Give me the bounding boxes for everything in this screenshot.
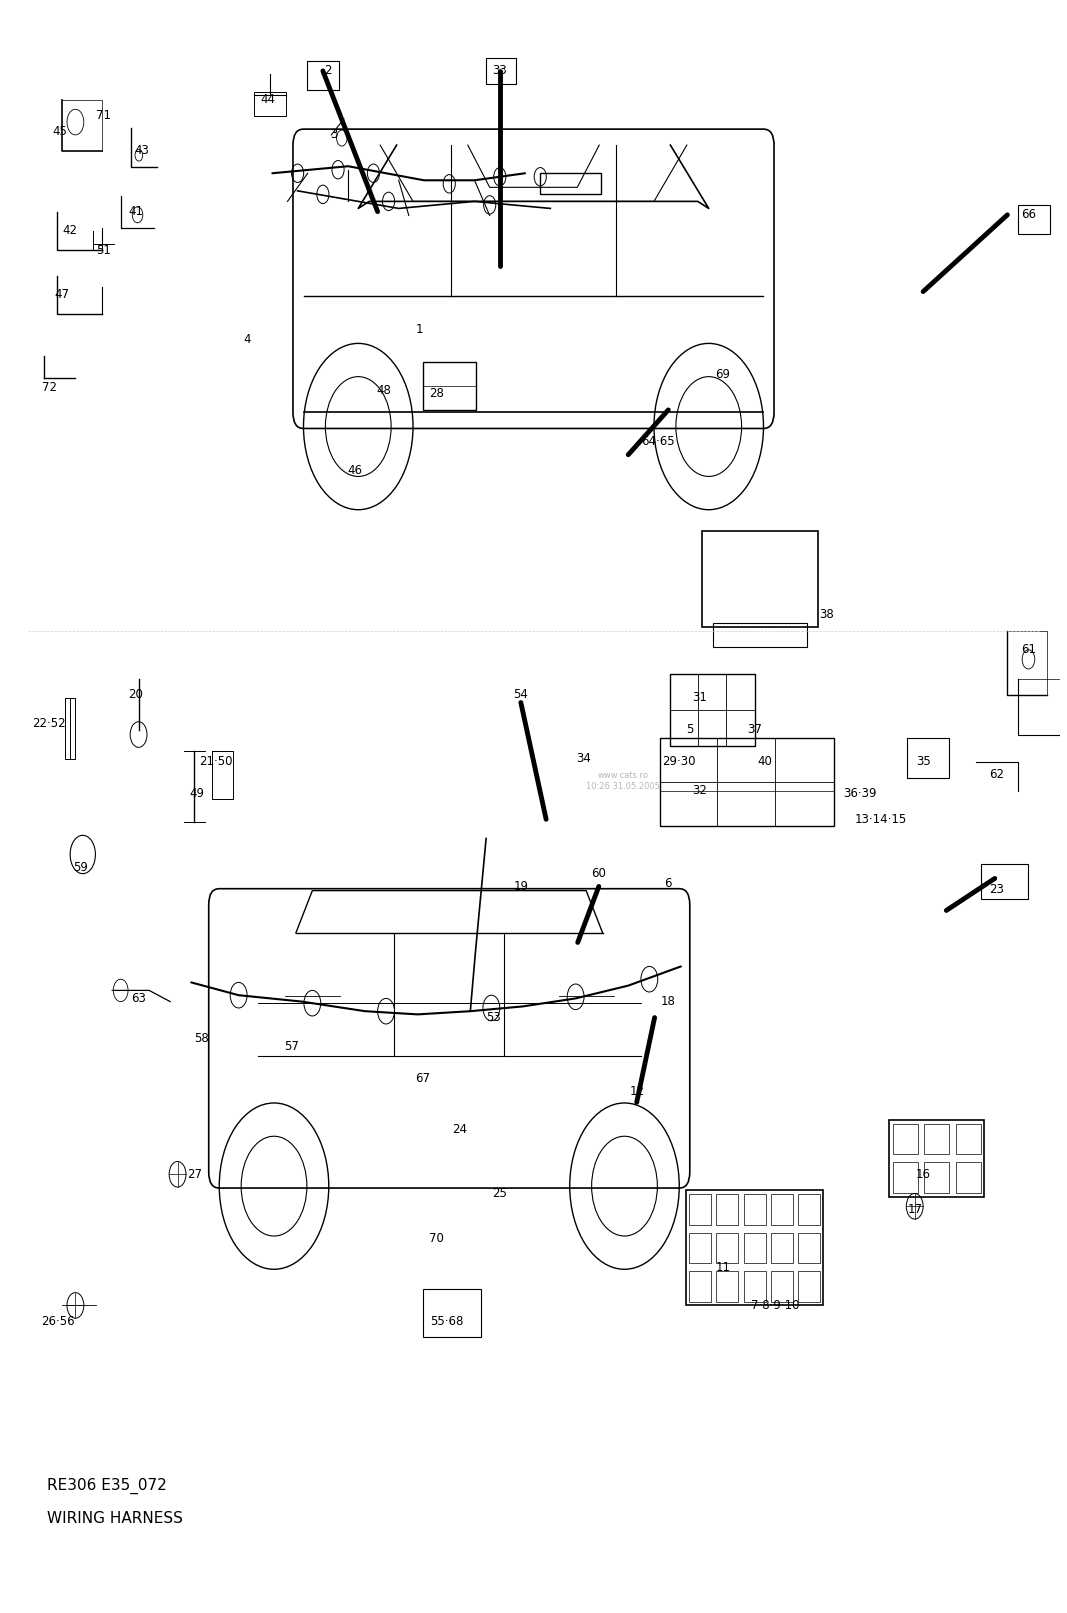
Text: 53: 53	[487, 1011, 500, 1024]
Bar	[744, 1271, 766, 1302]
Text: 46: 46	[347, 465, 362, 477]
Text: 61: 61	[1021, 644, 1036, 656]
Text: 2: 2	[324, 65, 332, 77]
Text: 60: 60	[591, 868, 606, 881]
Text: 57: 57	[284, 1040, 299, 1053]
Bar	[307, 61, 338, 90]
Text: 40: 40	[758, 755, 773, 768]
Text: 66: 66	[1021, 208, 1036, 221]
Text: RE306 E35_072: RE306 E35_072	[47, 1478, 166, 1494]
Bar	[716, 1232, 738, 1263]
Bar	[956, 1161, 981, 1194]
Text: 26·56: 26·56	[41, 1315, 75, 1327]
Bar	[956, 1124, 981, 1155]
Bar	[487, 58, 515, 84]
Bar	[686, 1190, 823, 1305]
Text: 24: 24	[452, 1123, 467, 1136]
Bar	[1018, 205, 1050, 234]
Text: 45: 45	[52, 126, 67, 139]
Text: 11: 11	[716, 1260, 731, 1274]
Bar	[798, 1232, 821, 1263]
Bar	[893, 1124, 918, 1155]
Text: 37: 37	[747, 723, 762, 736]
Bar	[771, 1194, 793, 1224]
Bar	[423, 1289, 481, 1337]
Text: 28: 28	[429, 387, 444, 400]
Text: 63: 63	[131, 992, 146, 1005]
Bar	[924, 1124, 950, 1155]
Bar	[907, 737, 950, 777]
Bar	[890, 1119, 984, 1197]
Bar	[924, 1161, 950, 1194]
Bar	[689, 1194, 711, 1224]
Text: 69: 69	[716, 368, 731, 381]
Text: 55·68: 55·68	[430, 1315, 464, 1327]
Text: 72: 72	[42, 381, 57, 394]
Text: 51: 51	[96, 244, 111, 256]
Text: 21·50: 21·50	[198, 755, 233, 768]
Text: 34: 34	[576, 752, 591, 765]
Bar	[771, 1271, 793, 1302]
Bar	[893, 1161, 918, 1194]
Bar	[702, 531, 817, 627]
Text: 33: 33	[493, 65, 507, 77]
Text: 41: 41	[128, 205, 143, 218]
Bar	[981, 865, 1029, 900]
Bar	[744, 1232, 766, 1263]
Bar	[716, 1194, 738, 1224]
Bar	[716, 1271, 738, 1302]
Bar	[689, 1232, 711, 1263]
Text: 64·65: 64·65	[641, 436, 674, 448]
Bar	[540, 173, 601, 194]
Text: 43: 43	[134, 145, 149, 158]
Text: 23: 23	[989, 884, 1004, 897]
Text: 17: 17	[907, 1203, 922, 1216]
Text: 12: 12	[630, 1084, 644, 1097]
Text: 44: 44	[260, 94, 275, 106]
Bar	[798, 1194, 821, 1224]
Bar	[744, 1194, 766, 1224]
Bar	[771, 1232, 793, 1263]
Text: 1: 1	[416, 324, 424, 337]
Text: 16: 16	[915, 1168, 930, 1181]
Bar	[670, 674, 754, 745]
Text: 48: 48	[377, 384, 392, 397]
Text: 22·52: 22·52	[32, 716, 66, 729]
Text: 59: 59	[74, 861, 89, 874]
Bar	[798, 1271, 821, 1302]
Bar	[423, 361, 476, 410]
Text: 18: 18	[660, 995, 675, 1008]
Text: WIRING HARNESS: WIRING HARNESS	[47, 1511, 182, 1526]
Text: 70: 70	[429, 1232, 444, 1245]
Bar	[659, 737, 833, 826]
Text: 5: 5	[686, 723, 694, 736]
Bar	[689, 1271, 711, 1302]
Text: 25: 25	[492, 1187, 507, 1200]
Text: 13·14·15: 13·14·15	[855, 813, 907, 826]
Text: 32: 32	[692, 784, 707, 797]
Text: 27: 27	[187, 1168, 202, 1181]
Bar	[713, 623, 808, 647]
Text: 49: 49	[189, 787, 204, 800]
Text: 20: 20	[128, 689, 143, 702]
Text: 4: 4	[243, 332, 251, 347]
Text: 42: 42	[63, 224, 78, 237]
Text: 7·8·9·10: 7·8·9·10	[751, 1298, 800, 1311]
Text: 6: 6	[665, 877, 672, 890]
Bar	[254, 92, 286, 116]
Text: 19: 19	[513, 881, 528, 894]
Text: 35: 35	[915, 755, 930, 768]
Text: 54: 54	[513, 689, 528, 702]
Text: 62: 62	[989, 768, 1004, 781]
Text: 71: 71	[96, 110, 111, 123]
Text: 58: 58	[194, 1032, 209, 1045]
Text: www.cats.ro
10:26 31.05.2005: www.cats.ro 10:26 31.05.2005	[586, 771, 660, 790]
Text: 3: 3	[330, 129, 337, 142]
Text: 31: 31	[692, 692, 707, 705]
Text: 67: 67	[415, 1073, 430, 1086]
Text: 47: 47	[54, 289, 69, 302]
Text: 36·39: 36·39	[843, 787, 877, 800]
Text: 29·30: 29·30	[663, 755, 696, 768]
Text: 38: 38	[818, 608, 833, 621]
